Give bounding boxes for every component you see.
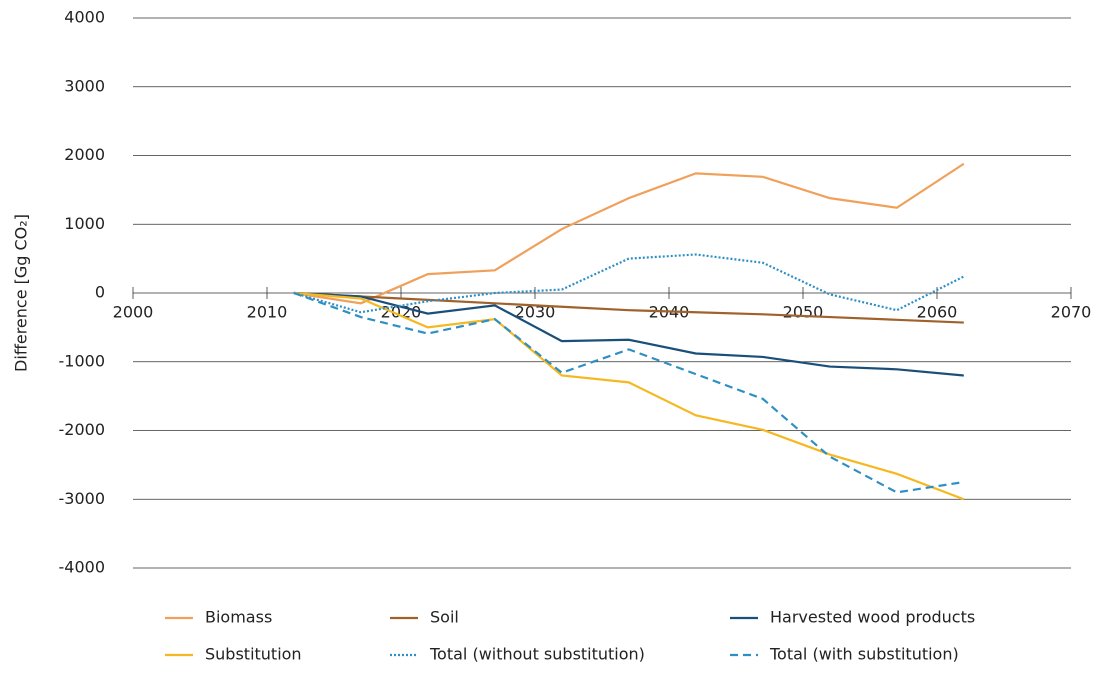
y-tick-label: 3000	[64, 76, 105, 95]
series-line	[293, 253, 965, 314]
y-tick-label: 2000	[64, 145, 105, 164]
y-tick-label: -1000	[59, 351, 106, 370]
series-line	[293, 291, 965, 501]
y-tick-label: 4000	[64, 8, 105, 27]
series-line	[293, 291, 964, 324]
x-tick-label: 2000	[113, 303, 154, 322]
legend-label: Soil	[430, 608, 459, 627]
x-tick-label: 2050	[783, 303, 824, 322]
y-tick-label: -4000	[59, 558, 106, 577]
legend-label: Total (without substitution)	[429, 645, 645, 664]
x-tick-label: 2030	[515, 303, 556, 322]
series-line	[293, 291, 964, 494]
y-tick-label: 0	[95, 283, 105, 302]
series-line	[293, 291, 964, 377]
y-tick-label: -2000	[59, 420, 106, 439]
x-tick-label: 2010	[247, 303, 288, 322]
y-axis-label: Difference [Gg CO₂]	[12, 214, 31, 372]
x-tick-label: 2020	[381, 303, 422, 322]
x-tick-label: 2070	[1051, 303, 1092, 322]
series-line	[293, 162, 965, 305]
legend-label: Biomass	[205, 608, 272, 627]
y-tick-label: 1000	[64, 214, 105, 233]
legend-label: Substitution	[205, 645, 302, 664]
legend-label: Harvested wood products	[770, 608, 975, 627]
legend-label: Total (with substitution)	[769, 645, 959, 664]
y-tick-label: -3000	[59, 489, 106, 508]
x-tick-label: 2060	[917, 303, 958, 322]
